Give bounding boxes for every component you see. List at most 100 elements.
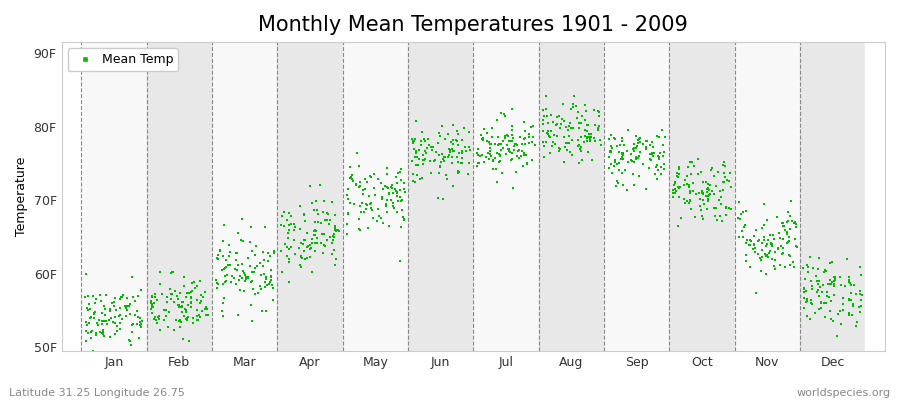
- Point: [184, 304, 198, 310]
- Point: [216, 280, 230, 287]
- Point: [643, 151, 657, 158]
- Point: [616, 156, 630, 162]
- Point: [668, 186, 682, 192]
- Point: [238, 277, 253, 284]
- Point: [537, 153, 552, 160]
- Point: [262, 280, 276, 287]
- Point: [217, 222, 231, 229]
- Point: [781, 238, 796, 244]
- Point: [679, 177, 693, 183]
- Bar: [212, 42, 277, 351]
- Point: [625, 157, 639, 163]
- Point: [416, 161, 430, 168]
- Point: [145, 294, 159, 300]
- Point: [484, 125, 499, 131]
- Point: [244, 279, 258, 286]
- Point: [639, 144, 653, 150]
- Point: [94, 318, 109, 324]
- Point: [345, 176, 359, 182]
- Point: [172, 302, 186, 308]
- Point: [734, 211, 749, 217]
- Point: [629, 154, 643, 160]
- Point: [104, 334, 118, 340]
- Point: [309, 232, 323, 238]
- Point: [153, 326, 167, 333]
- Point: [212, 247, 227, 253]
- Point: [274, 248, 288, 254]
- Point: [678, 200, 692, 206]
- Point: [409, 118, 423, 124]
- Point: [194, 292, 208, 298]
- Point: [180, 290, 194, 296]
- Point: [608, 159, 623, 166]
- Point: [218, 265, 232, 271]
- Point: [683, 197, 698, 204]
- Point: [604, 148, 618, 154]
- Point: [107, 299, 122, 306]
- Point: [683, 159, 698, 166]
- Point: [616, 150, 630, 156]
- Point: [112, 320, 127, 326]
- Point: [324, 240, 338, 246]
- Point: [449, 137, 464, 144]
- Point: [521, 140, 535, 146]
- Point: [770, 214, 784, 220]
- Point: [687, 162, 701, 169]
- Point: [580, 138, 594, 144]
- Point: [808, 272, 823, 279]
- Point: [317, 198, 331, 204]
- Point: [778, 227, 792, 234]
- Point: [797, 289, 812, 295]
- Point: [748, 249, 762, 256]
- Point: [492, 150, 507, 157]
- Point: [525, 139, 539, 145]
- Point: [249, 263, 264, 269]
- Point: [558, 143, 572, 150]
- Point: [82, 320, 96, 326]
- Point: [682, 198, 697, 204]
- Point: [109, 306, 123, 313]
- Point: [237, 270, 251, 276]
- Point: [264, 274, 278, 280]
- Point: [814, 300, 828, 306]
- Point: [715, 194, 729, 201]
- Point: [494, 110, 508, 116]
- Point: [426, 144, 440, 150]
- Point: [343, 200, 357, 207]
- Point: [328, 212, 342, 218]
- Point: [830, 333, 844, 340]
- Point: [98, 312, 112, 318]
- Point: [638, 186, 652, 192]
- Point: [445, 160, 459, 166]
- Point: [165, 290, 179, 297]
- Point: [824, 281, 838, 288]
- Point: [734, 216, 748, 222]
- Point: [359, 202, 374, 209]
- Point: [409, 150, 423, 156]
- Point: [444, 139, 458, 145]
- Point: [367, 192, 382, 198]
- Point: [572, 146, 587, 152]
- Point: [353, 183, 367, 190]
- Point: [619, 186, 634, 193]
- Point: [200, 306, 214, 312]
- Point: [257, 284, 272, 290]
- Point: [423, 158, 437, 164]
- Point: [438, 136, 453, 142]
- Point: [201, 312, 215, 318]
- Point: [437, 154, 452, 160]
- Point: [776, 245, 790, 252]
- Point: [651, 152, 665, 159]
- Point: [853, 264, 868, 270]
- Point: [372, 213, 386, 219]
- Point: [706, 172, 721, 179]
- Point: [709, 183, 724, 190]
- Point: [218, 273, 232, 279]
- Point: [212, 281, 226, 288]
- Point: [177, 274, 192, 280]
- Point: [591, 122, 606, 129]
- Point: [732, 234, 746, 240]
- Point: [406, 146, 420, 152]
- Point: [152, 316, 166, 322]
- Point: [505, 150, 519, 157]
